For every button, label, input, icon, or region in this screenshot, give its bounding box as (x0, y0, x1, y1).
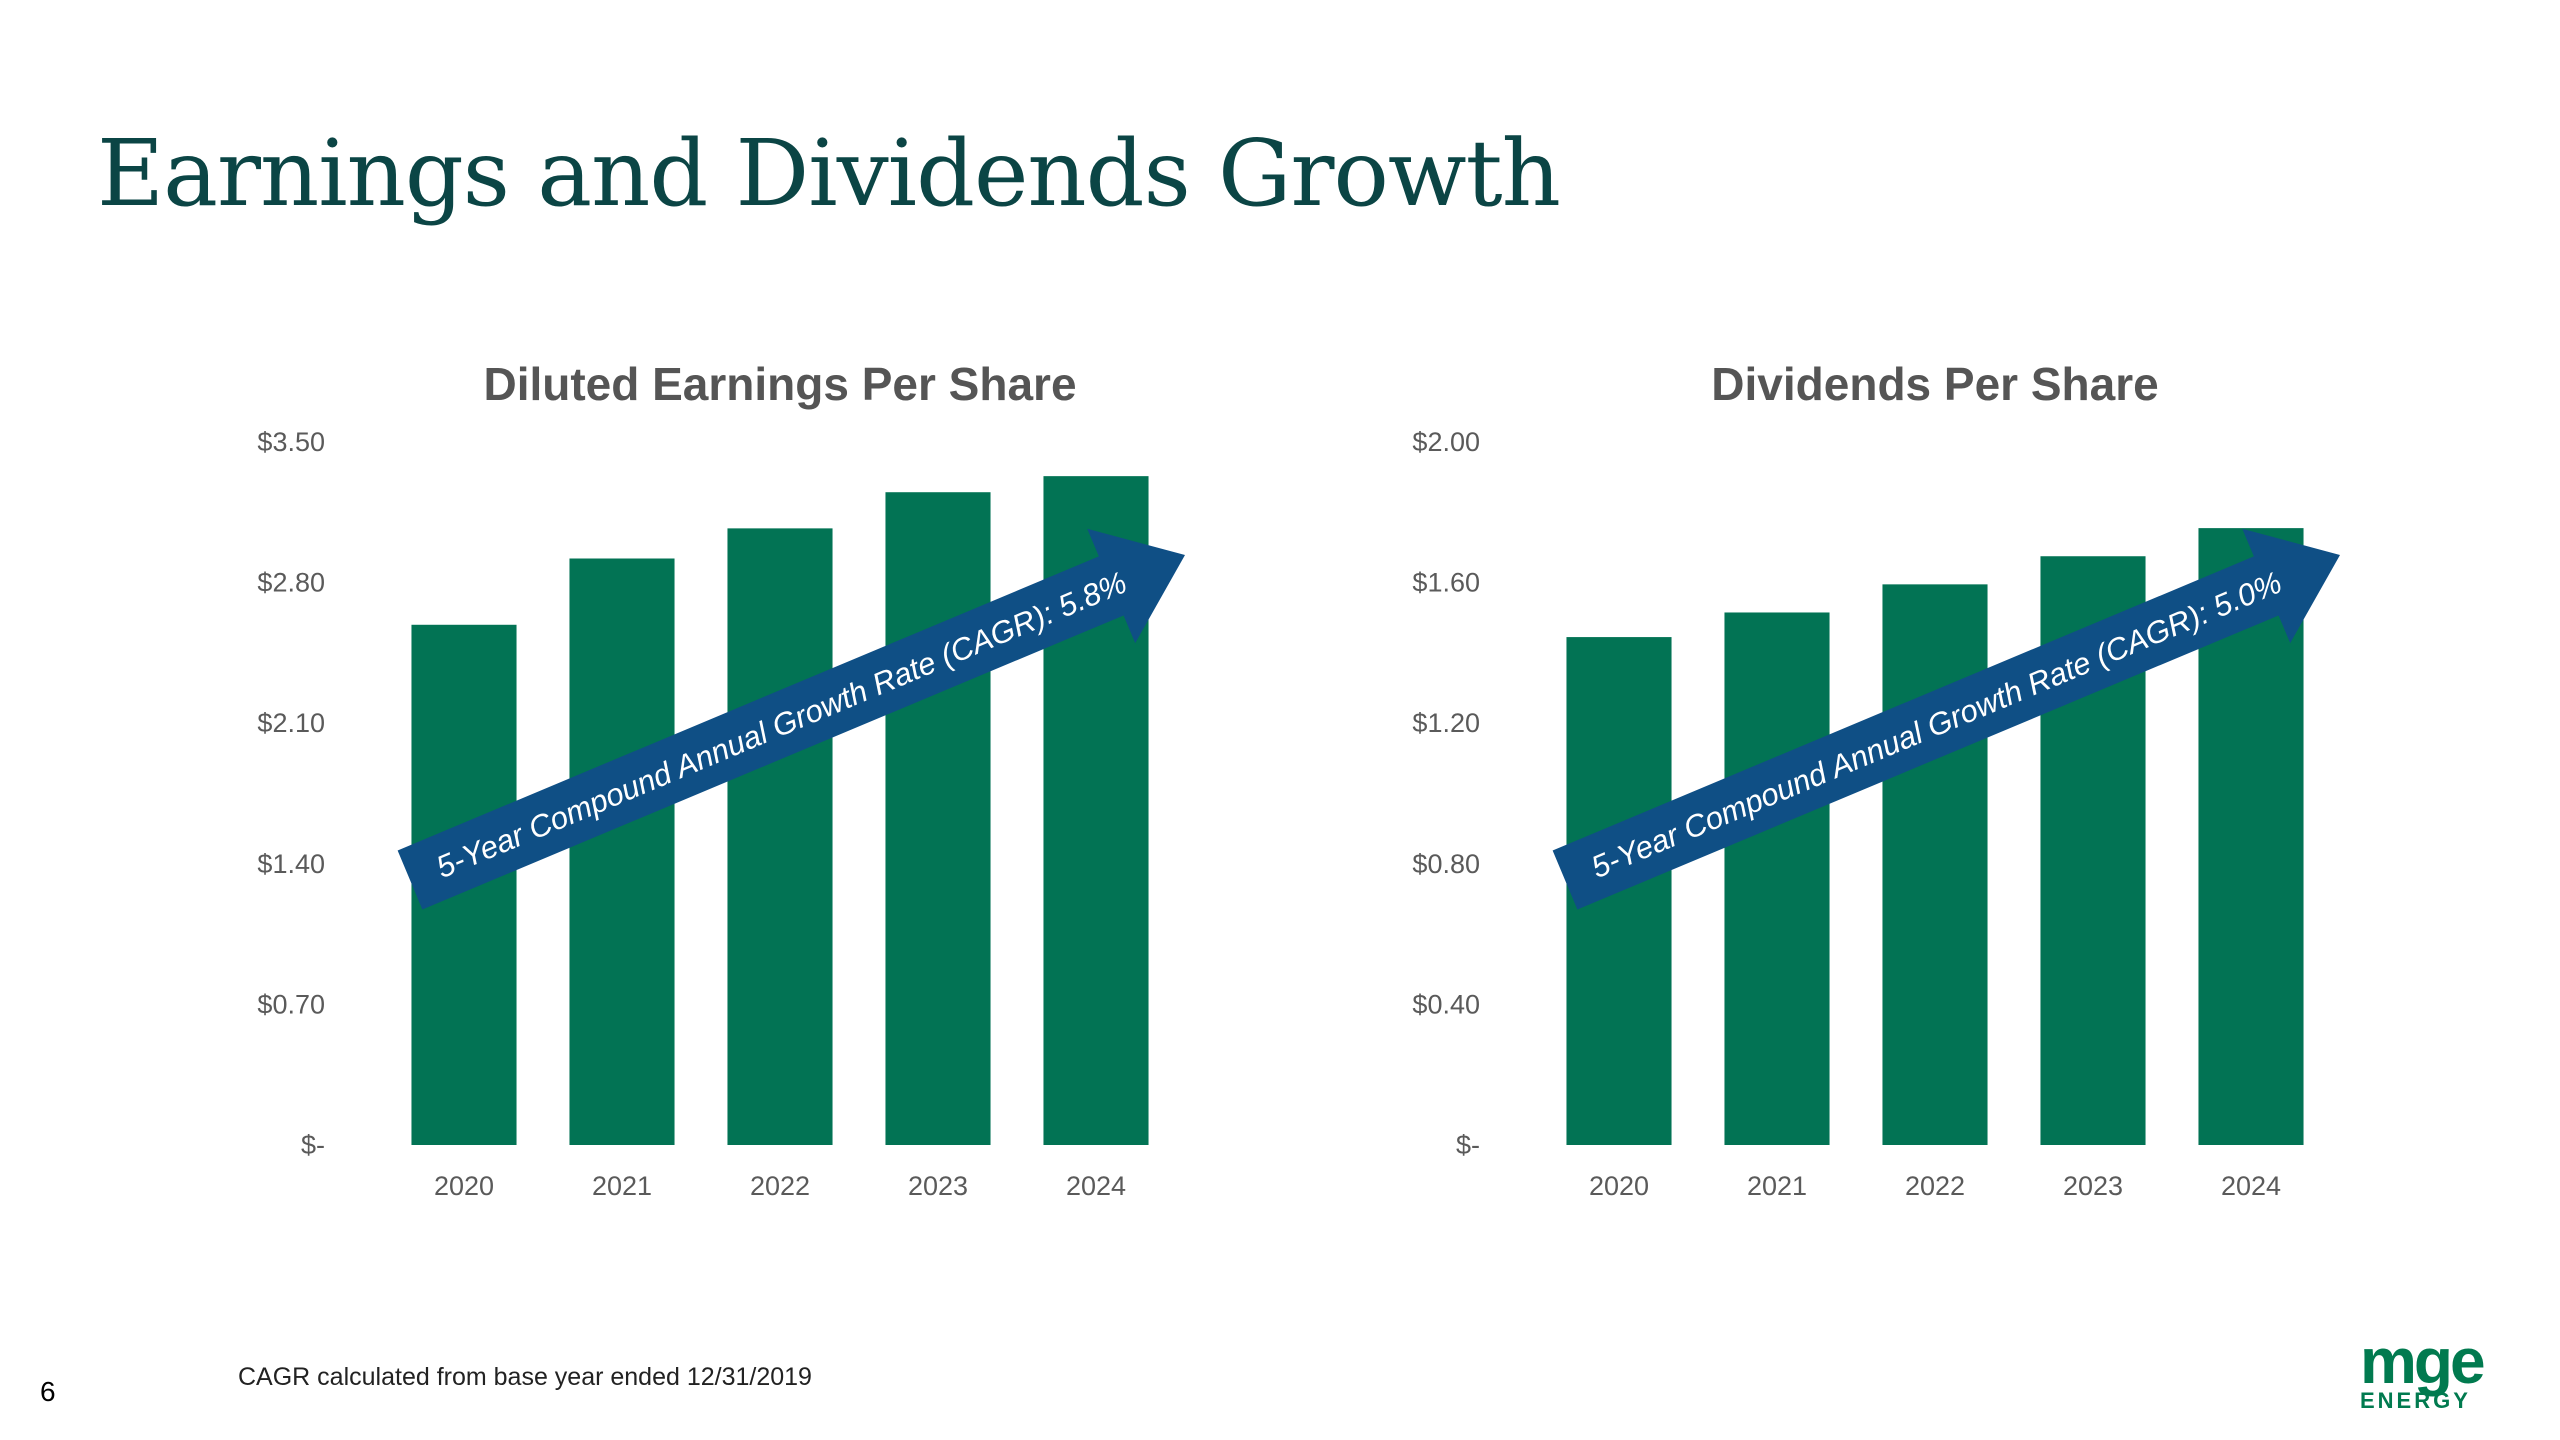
dps-chart: Dividends Per Share $- $0.40 $0.80 $1.20 $1.6… (1320, 350, 2500, 1230)
dps-x-tick-label: 2022 (1905, 1171, 1965, 1201)
logo-subtitle: ENERGY (2360, 1388, 2471, 1413)
dps-y-tick-label: $1.60 (1412, 568, 1480, 598)
dps-cagr-arrow-shape (1552, 528, 2341, 910)
dps-x-tick-label: 2021 (1747, 1171, 1807, 1201)
dps-y-tick-label: $- (1456, 1130, 1480, 1160)
dps-y-tick-label: $0.80 (1412, 849, 1480, 879)
dps-bar-2021 (1724, 612, 1830, 1145)
dps-y-tick-label: $0.40 (1412, 989, 1480, 1019)
eps-x-tick-label: 2023 (908, 1171, 968, 1201)
eps-x-tick-label: 2021 (592, 1171, 652, 1201)
eps-x-tick-label: 2022 (750, 1171, 810, 1201)
eps-chart-svg: Diluted Earnings Per Share $- $0.70 $1.40 $2… (257, 358, 1186, 1201)
eps-y-tick-label: $2.10 (257, 708, 325, 738)
dps-x-tick-label: 2023 (2063, 1171, 2123, 1201)
dps-y-tick-label: $2.00 (1412, 427, 1480, 457)
logo-wordmark: mge (2360, 1325, 2486, 1397)
eps-cagr-arrow-shape (397, 528, 1186, 910)
eps-chart: Diluted Earnings Per Share $- $0.70 $1.40 $2… (165, 350, 1345, 1230)
page-number: 6 (40, 1376, 56, 1407)
eps-chart-title: Diluted Earnings Per Share (483, 358, 1076, 410)
eps-y-tick-label: $0.70 (257, 989, 325, 1019)
mge-energy-logo: mge ENERGY (2360, 1325, 2525, 1413)
eps-x-tick-label: 2020 (434, 1171, 494, 1201)
eps-y-tick-label: $- (301, 1130, 325, 1160)
eps-y-tick-label: $2.80 (257, 568, 325, 598)
eps-x-tick-label: 2024 (1066, 1171, 1126, 1201)
dps-x-tick-label: 2024 (2221, 1171, 2281, 1201)
dps-y-tick-label: $1.20 (1412, 708, 1480, 738)
eps-bar-2022 (727, 528, 833, 1145)
footnote: CAGR calculated from base year ended 12/… (238, 1363, 812, 1391)
dps-bar-2022 (1882, 584, 1988, 1145)
eps-bar-2023 (885, 492, 991, 1145)
page-title: Earnings and Dividends Growth (97, 120, 1561, 227)
eps-y-tick-label: $3.50 (257, 427, 325, 457)
eps-y-tick-label: $1.40 (257, 849, 325, 879)
dps-chart-title: Dividends Per Share (1711, 358, 2158, 410)
dps-chart-svg: Dividends Per Share $- $0.40 $0.80 $1.20 $1.6… (1412, 358, 2341, 1201)
dps-x-tick-label: 2020 (1589, 1171, 1649, 1201)
eps-bar-2021 (569, 558, 675, 1145)
